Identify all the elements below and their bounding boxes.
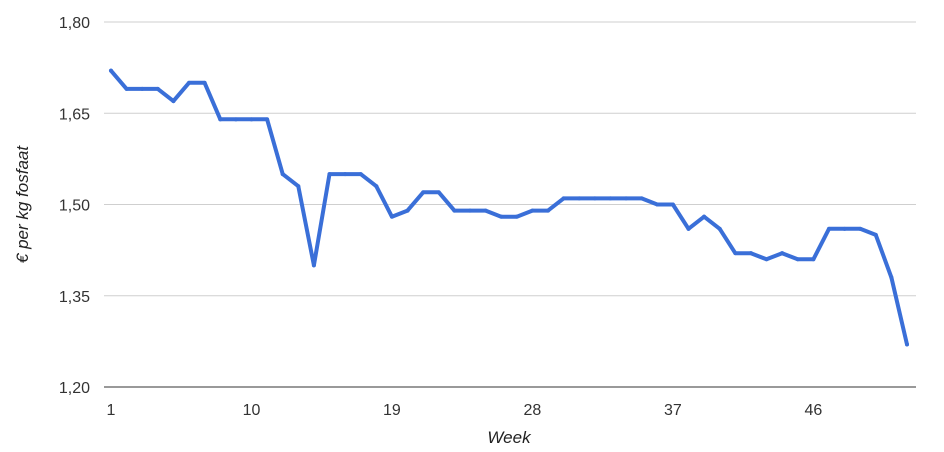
x-tick-label: 37: [664, 402, 682, 419]
data-point: [202, 80, 207, 85]
data-point: [733, 251, 738, 256]
data-point: [358, 172, 363, 177]
y-tick-label: 1,20: [59, 380, 90, 397]
data-point: [889, 275, 894, 280]
data-point: [265, 117, 270, 122]
data-point: [686, 226, 691, 231]
y-tick-label: 1,65: [59, 106, 90, 123]
data-point: [421, 190, 426, 195]
data-point: [811, 257, 816, 262]
data-point: [140, 86, 145, 91]
data-point: [311, 263, 316, 268]
data-point: [780, 251, 785, 256]
x-tick-label: 19: [383, 402, 401, 419]
y-tick-label: 1,50: [59, 198, 90, 215]
data-point: [905, 342, 909, 347]
x-tick-label: 46: [804, 402, 822, 419]
x-axis-ticks: 1 10 19 28 37 46: [107, 402, 823, 419]
y-axis-ticks: 1,20 1,35 1,50 1,65 1,80: [59, 15, 90, 397]
data-point: [187, 80, 192, 85]
data-point: [327, 172, 332, 177]
data-point: [514, 214, 519, 219]
x-axis-title: Week: [487, 428, 532, 447]
data-point: [171, 99, 176, 104]
data-point: [280, 172, 285, 177]
data-point: [717, 226, 722, 231]
data-point: [436, 190, 441, 195]
data-point: [124, 86, 129, 91]
data-point: [764, 257, 769, 262]
data-point: [842, 226, 847, 231]
data-point: [608, 196, 613, 201]
x-tick-label: 28: [524, 402, 542, 419]
data-point: [296, 184, 301, 189]
data-point: [452, 208, 457, 213]
data-point: [546, 208, 551, 213]
data-point: [795, 257, 800, 262]
y-tick-label: 1,35: [59, 289, 90, 306]
data-point: [748, 251, 753, 256]
data-point: [655, 202, 660, 207]
gridlines: [104, 21, 916, 388]
data-point: [233, 117, 238, 122]
x-tick-label: 1: [107, 402, 116, 419]
data-point: [467, 208, 472, 213]
data-point: [858, 226, 863, 231]
data-point: [530, 208, 535, 213]
data-point: [374, 184, 379, 189]
data-point: [218, 117, 223, 122]
data-point: [343, 172, 348, 177]
data-point: [499, 214, 504, 219]
data-point: [670, 202, 675, 207]
data-point: [592, 196, 597, 201]
series-line: [109, 68, 909, 347]
data-point: [624, 196, 629, 201]
data-point: [561, 196, 566, 201]
data-point: [109, 68, 113, 73]
y-axis-title: € per kg fosfaat: [13, 145, 32, 263]
data-point: [702, 214, 707, 219]
series-group: [109, 68, 909, 347]
data-point: [249, 117, 254, 122]
x-tick-label: 10: [243, 402, 261, 419]
data-point: [483, 208, 488, 213]
y-tick-label: 1,80: [59, 15, 90, 32]
data-point: [577, 196, 582, 201]
data-point: [639, 196, 644, 201]
data-point: [405, 208, 410, 213]
data-point: [389, 214, 394, 219]
data-point: [155, 86, 160, 91]
data-point: [826, 226, 831, 231]
data-point: [873, 232, 878, 237]
